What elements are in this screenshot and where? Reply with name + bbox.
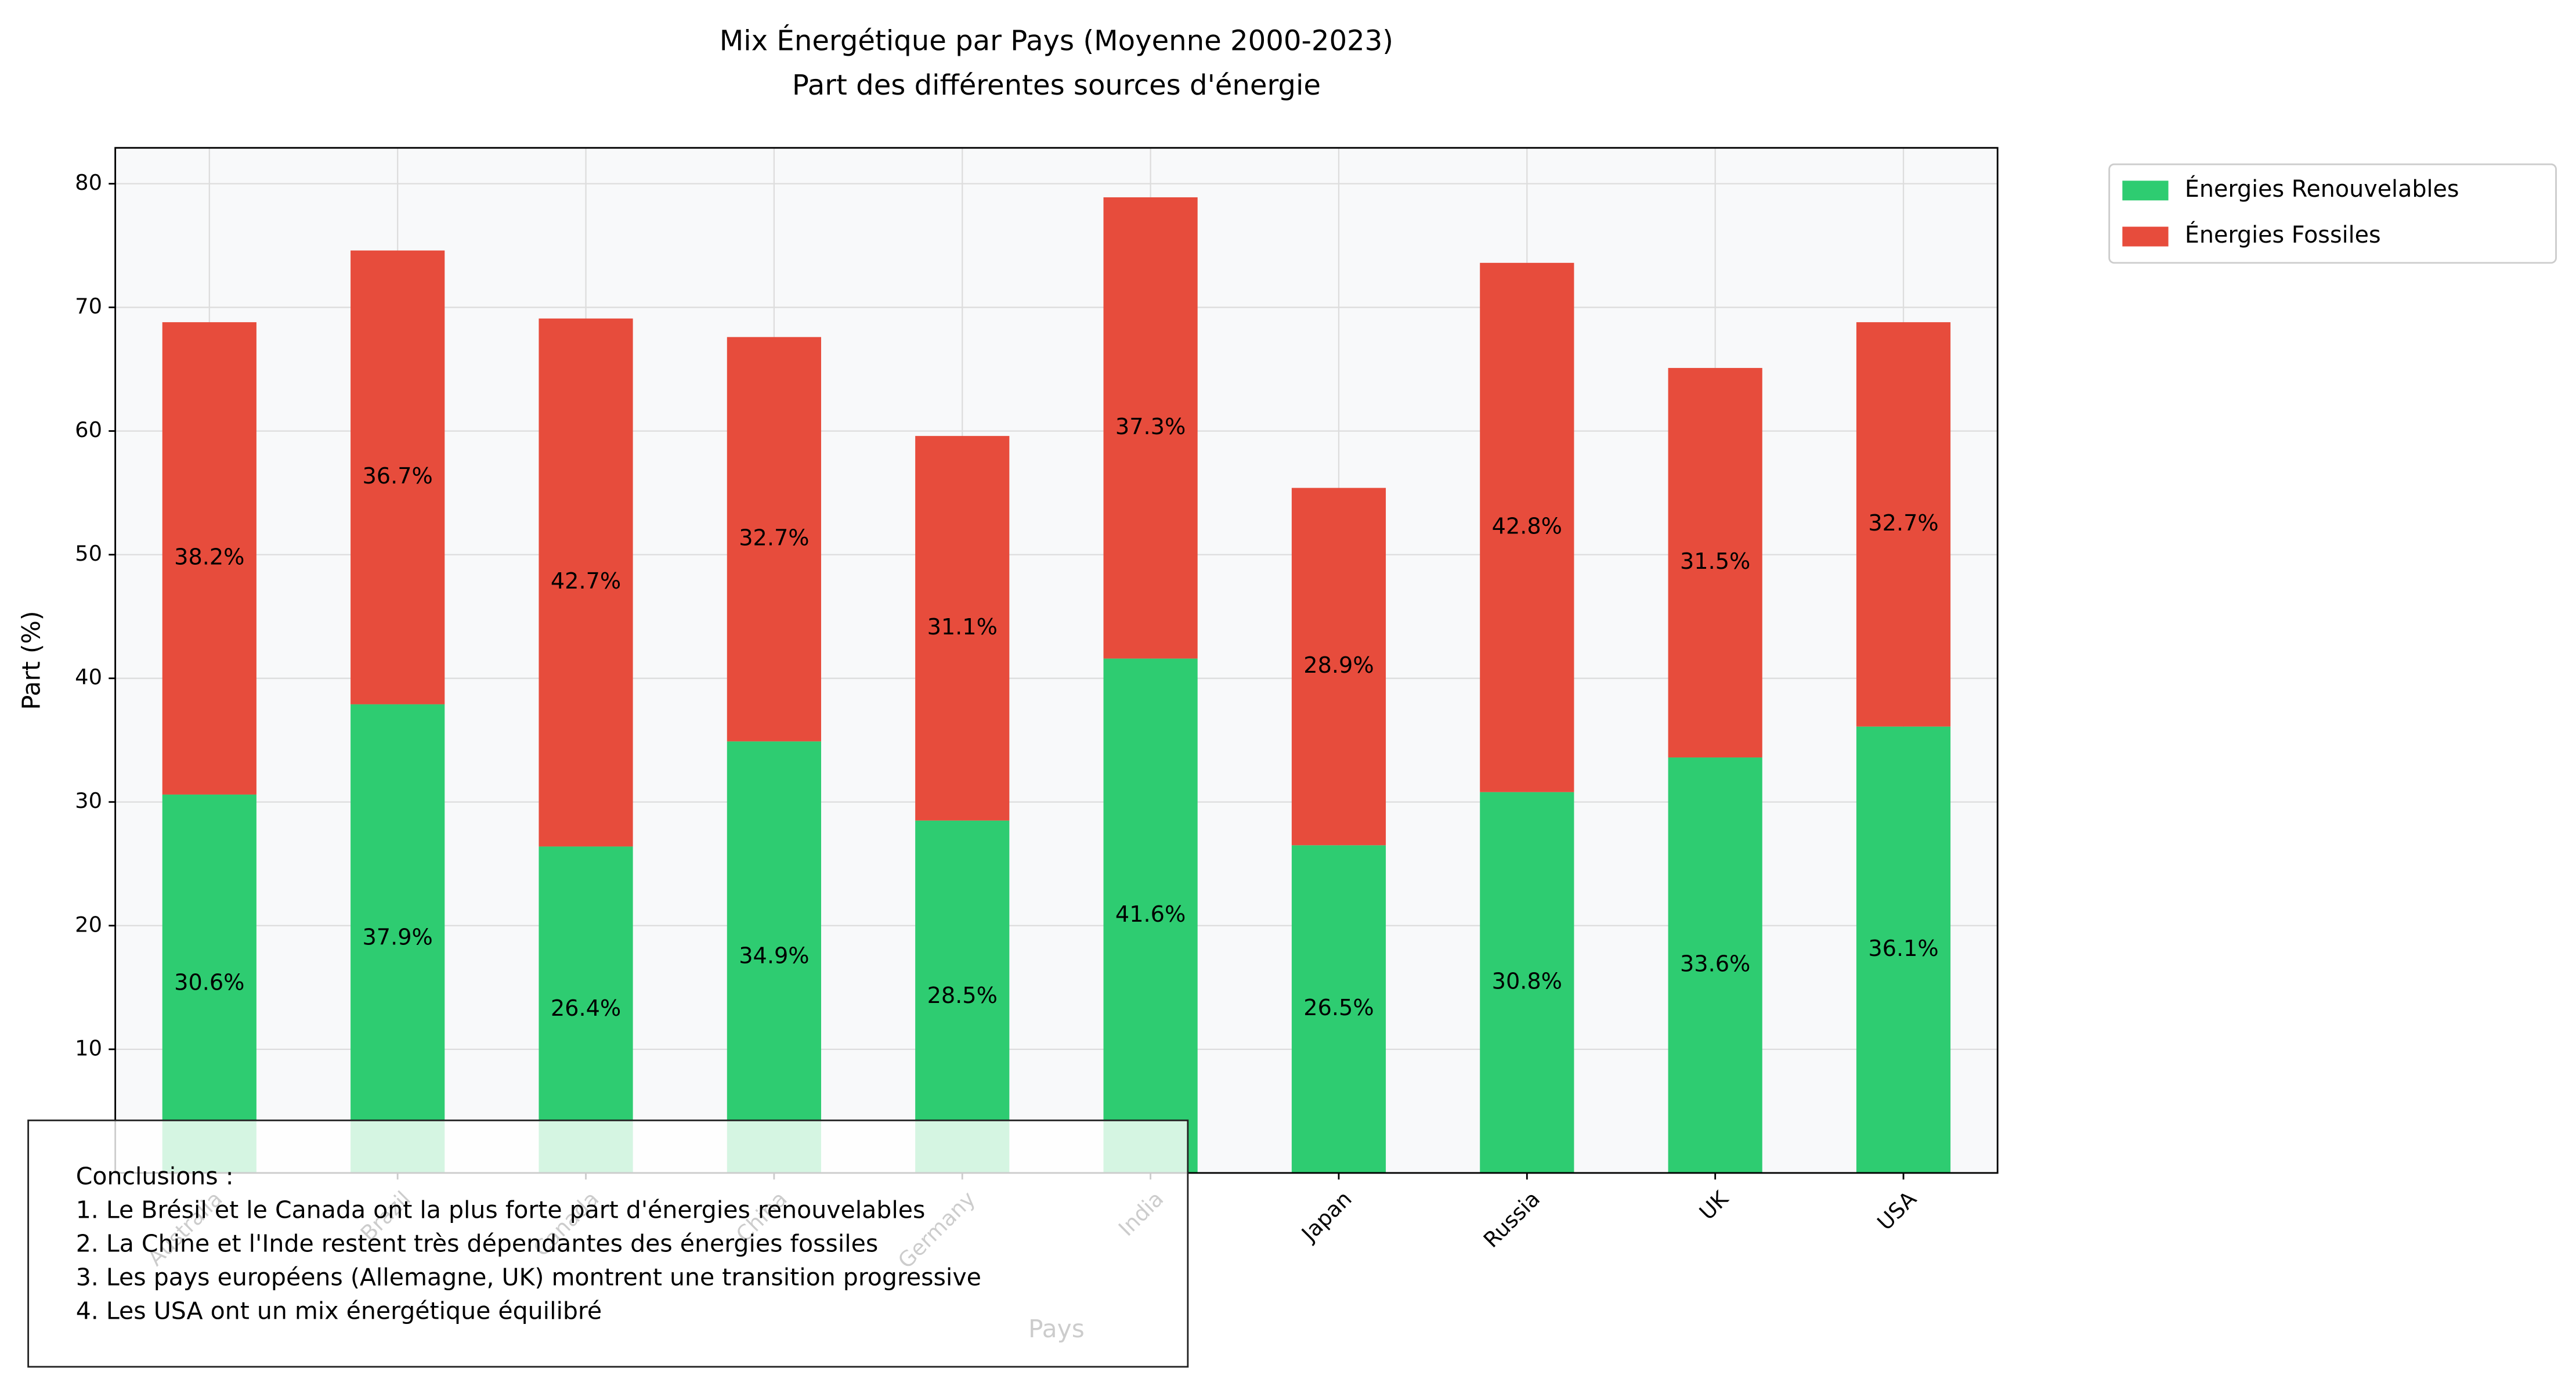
legend-swatch — [2122, 181, 2169, 201]
annotation-line: 2. La Chine et l'Inde restent très dépen… — [76, 1229, 879, 1257]
y-tick-label: 50 — [75, 541, 102, 566]
data-label: 31.1% — [927, 615, 998, 640]
y-tick-label: 10 — [75, 1035, 102, 1060]
data-label: 26.5% — [1303, 995, 1374, 1021]
x-tick-label: UK — [1695, 1186, 1733, 1225]
data-label: 26.4% — [551, 996, 621, 1022]
bar — [915, 436, 1010, 821]
data-label: 36.1% — [1868, 936, 1938, 962]
data-label: 28.9% — [1303, 653, 1374, 679]
x-tick-label: USA — [1873, 1186, 1921, 1235]
bar — [1103, 197, 1198, 659]
bar — [351, 704, 445, 1173]
data-label: 28.5% — [927, 983, 998, 1009]
bar — [539, 318, 633, 847]
data-label: 42.7% — [551, 569, 621, 594]
data-label: 36.7% — [363, 464, 433, 489]
bar — [351, 250, 445, 705]
y-tick-label: 70 — [75, 294, 102, 319]
data-label: 30.8% — [1492, 969, 1562, 994]
legend-label: Énergies Renouvelables — [2185, 175, 2459, 203]
data-label: 34.9% — [739, 944, 809, 969]
data-label: 30.6% — [174, 970, 244, 995]
bar — [1291, 488, 1386, 846]
bar — [727, 337, 821, 742]
y-tick-label: 40 — [75, 665, 102, 690]
chart-title: Mix Énergétique par Pays (Moyenne 2000-2… — [720, 24, 1393, 57]
bar — [162, 794, 256, 1173]
x-tick-label: Russia — [1479, 1186, 1545, 1253]
chart-subtitle: Part des différentes sources d'énergie — [792, 69, 1321, 102]
y-tick-label: 30 — [75, 788, 102, 813]
legend-label: Énergies Fossiles — [2185, 221, 2381, 248]
y-axis-label: Part (%) — [18, 611, 46, 710]
y-tick-label: 80 — [75, 170, 102, 195]
bar — [1480, 262, 1574, 792]
data-label: 38.2% — [174, 545, 244, 571]
bar — [1668, 367, 1762, 758]
bar — [915, 820, 1010, 1173]
bar — [1480, 792, 1574, 1173]
data-label: 31.5% — [1680, 549, 1750, 575]
bar — [727, 741, 821, 1173]
data-label: 41.6% — [1115, 902, 1186, 928]
bar — [1103, 658, 1198, 1173]
legend-box — [2108, 163, 2557, 264]
bar — [1856, 322, 1951, 727]
bar — [162, 322, 256, 795]
legend-swatch — [2122, 226, 2169, 247]
annotation-line: 4. Les USA ont un mix énergétique équili… — [76, 1297, 602, 1325]
bar — [1668, 757, 1762, 1173]
bar — [539, 846, 633, 1173]
annotation-box — [27, 1119, 1189, 1368]
data-label: 42.8% — [1492, 514, 1562, 539]
annotation-line: Conclusions : — [76, 1162, 234, 1190]
data-label: 37.9% — [363, 925, 433, 951]
annotation-line: 1. Le Brésil et le Canada ont la plus fo… — [76, 1196, 926, 1224]
x-tick-label: Japan — [1296, 1186, 1356, 1247]
bar — [1856, 726, 1951, 1173]
data-label: 37.3% — [1115, 414, 1186, 440]
y-tick-label: 60 — [75, 417, 102, 442]
data-label: 32.7% — [739, 526, 809, 551]
bar — [1291, 845, 1386, 1173]
data-label: 33.6% — [1680, 951, 1750, 977]
data-label: 32.7% — [1868, 511, 1938, 536]
annotation-line: 3. Les pays européens (Allemagne, UK) mo… — [76, 1263, 981, 1291]
y-tick-label: 20 — [75, 912, 102, 937]
